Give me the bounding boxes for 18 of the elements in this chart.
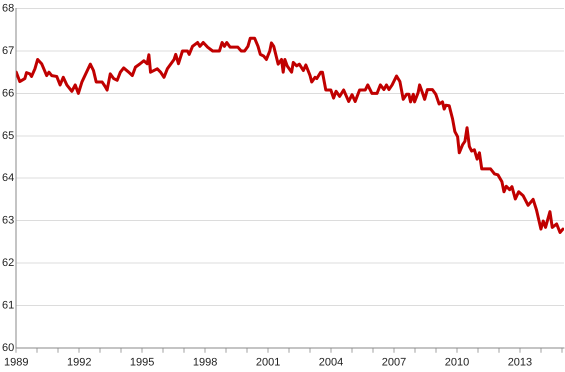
x-tick-label: 2010 [444,356,470,368]
y-tick-label: 62 [2,257,14,270]
x-tick-label: 1998 [192,356,218,368]
y-tick-label: 65 [2,130,14,142]
x-tick-label: 2013 [508,356,532,368]
y-tick-label: 66 [2,87,14,100]
x-tick-label: 2004 [318,356,344,368]
x-tick-label: 1995 [130,356,154,368]
y-tick-label: 60 [2,342,14,354]
x-tick-label: 1989 [4,356,28,368]
y-tick-label: 61 [2,299,14,312]
y-tick-label: 64 [2,172,14,184]
y-tick-label: 63 [2,214,14,227]
y-tick-label: 68 [2,2,14,15]
y-tick-label: 67 [2,45,14,58]
x-tick-label: 2001 [256,356,280,368]
x-tick-label: 1992 [66,356,92,368]
x-tick-label: 2007 [382,356,406,368]
